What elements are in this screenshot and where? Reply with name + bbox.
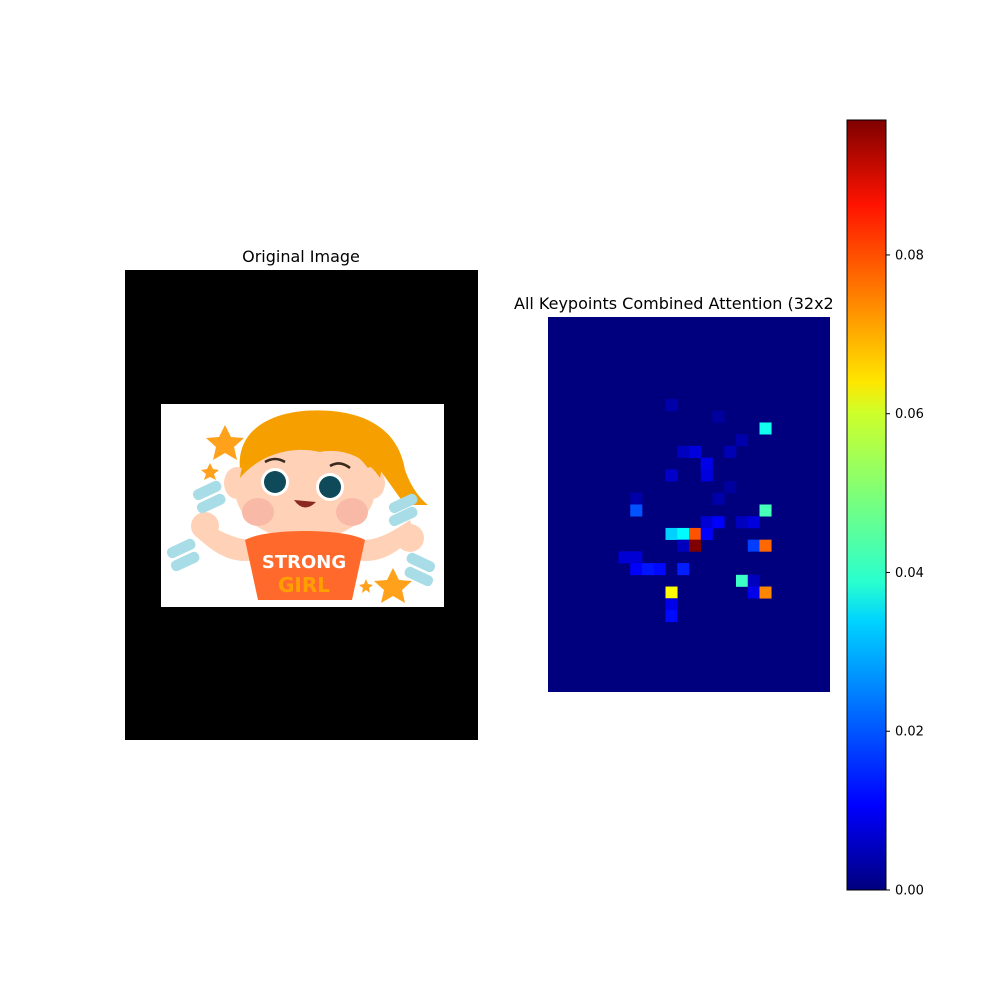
heatmap-cell (712, 410, 725, 423)
left-pupil (264, 471, 286, 493)
heatmap-cell (665, 527, 678, 540)
heatmap-cell (677, 563, 690, 576)
colorbar-gradient (846, 119, 887, 891)
colorbar-tick-label: 0.00 (895, 884, 924, 899)
heatmap-cell (747, 586, 760, 599)
heatmap-cell (712, 492, 725, 505)
heatmap-cell (665, 609, 678, 622)
heatmap-cell (759, 539, 772, 552)
shirt (245, 531, 365, 600)
left-cheek (242, 498, 274, 526)
colorbar-tick-label: 0.08 (895, 248, 924, 263)
heatmap-cell (736, 434, 749, 447)
heatmap-title: All Keypoints Combined Attention (32x2 (514, 294, 834, 313)
right-pupil (319, 476, 341, 498)
heatmap-cell (759, 504, 772, 517)
heatmap-cell (736, 574, 749, 587)
hair-fringe (240, 424, 382, 478)
heatmap-cell (665, 469, 678, 482)
heatmap-cell (689, 539, 702, 552)
heatmap-cell (630, 504, 643, 517)
heatmap-cell (724, 445, 737, 458)
colorbar: 0.00 0.02 0.04 0.06 0.08 (846, 119, 924, 899)
right-cheek (336, 498, 368, 526)
heatmap-cell (630, 492, 643, 505)
left-panel-title: Original Image (242, 247, 360, 266)
left-fist (191, 512, 219, 540)
heatmap-cell (630, 563, 643, 576)
heatmap-cell (630, 551, 643, 564)
shirt-text-strong: STRONG (262, 552, 346, 573)
heatmap-cell (642, 563, 655, 576)
star-icon (201, 463, 219, 480)
heatmap-cell (759, 586, 772, 599)
left-eyebrow (264, 457, 286, 464)
sticker-illustration: STRONG GIRL (166, 410, 436, 603)
attention-heatmap (548, 317, 830, 692)
star-icon (359, 579, 373, 593)
heatmap-cell (665, 586, 678, 599)
heatmap-cell (747, 574, 760, 587)
heatmap-cell (747, 516, 760, 529)
heatmap-cell (700, 457, 713, 470)
heatmap-cell (689, 527, 702, 540)
heatmap-cell (712, 516, 725, 529)
left-dumbbell-icon (166, 480, 226, 572)
heatmap-cell (677, 527, 690, 540)
heatmap-cell (759, 422, 772, 435)
heatmap-cell (665, 598, 678, 611)
heatmap-cell (677, 539, 690, 552)
heatmap-cell (700, 469, 713, 482)
star-icon (374, 568, 412, 603)
colorbar-tick-label: 0.04 (895, 566, 924, 581)
mouth (294, 500, 316, 508)
heatmap-cell (700, 516, 713, 529)
heatmap-cell (677, 445, 690, 458)
star-icon (206, 425, 244, 460)
right-fist (396, 524, 424, 552)
right-eyebrow (329, 462, 351, 470)
heatmap-cell (665, 399, 678, 412)
right-dumbbell-icon (388, 493, 436, 587)
heatmap-cell (747, 539, 760, 552)
heatmap-background (548, 317, 830, 692)
colorbar-tick-label: 0.02 (895, 725, 924, 740)
heatmap-cell (736, 516, 749, 529)
heatmap-cell (689, 445, 702, 458)
heatmap-cell (618, 551, 631, 564)
heatmap-cell (700, 527, 713, 540)
heatmap-cell (653, 563, 666, 576)
shirt-text-girl: GIRL (278, 573, 330, 597)
original-image: STRONG GIRL (125, 270, 478, 740)
colorbar-tick-label: 0.06 (895, 407, 924, 422)
heatmap-cell (724, 481, 737, 494)
